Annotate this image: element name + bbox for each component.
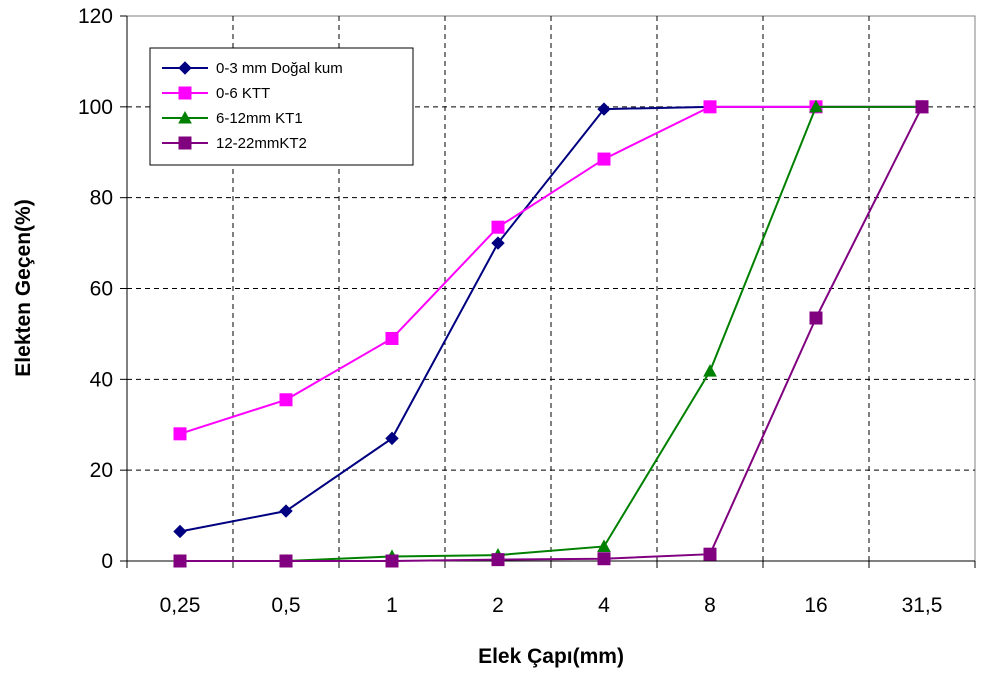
legend-label: 12-22mmKT2: [216, 135, 307, 152]
x-tick-label: 16: [804, 594, 827, 617]
y-tick-label: 40: [90, 368, 113, 391]
data-point: [279, 554, 293, 568]
legend-label: 6-12mm KT1: [216, 110, 303, 127]
legend-marker: [178, 110, 192, 124]
x-tick-label: 31,5: [902, 594, 943, 617]
y-tick-label: 80: [90, 187, 113, 210]
data-point: [597, 102, 611, 116]
data-point: [491, 236, 505, 250]
data-point: [703, 547, 717, 561]
y-tick-label: 120: [78, 5, 113, 28]
legend-marker: [178, 86, 192, 100]
y-tick-label: 60: [90, 278, 113, 301]
x-axis-title: Elek Çapı(mm): [478, 645, 624, 668]
x-tick-label: 1: [386, 594, 398, 617]
series-line: [180, 106, 923, 562]
data-point: [173, 427, 187, 441]
y-tick-label: 0: [101, 550, 113, 573]
axes: 0 20 40 60 80 100 120 0,25 0,5 1 2 4 8 16 31,5: [78, 5, 976, 617]
legend-marker: [178, 136, 192, 150]
legend-label: 0-3 mm Doğal kum: [216, 60, 343, 77]
series-layer: [173, 99, 929, 568]
data-point: [385, 554, 399, 568]
y-tick-label: 100: [78, 96, 113, 119]
legend: 0-3 mm Doğal kum 0-6 KTT 6-12mm KT1 12-22mm…: [149, 47, 414, 166]
x-tick-label: 8: [704, 594, 716, 617]
data-point: [809, 99, 823, 113]
data-point: [491, 553, 505, 567]
data-point: [279, 393, 293, 407]
legend-label: 0-6 KTT: [216, 85, 270, 102]
data-point: [491, 220, 505, 234]
data-point: [915, 100, 929, 114]
data-point: [597, 152, 611, 166]
data-point: [597, 552, 611, 566]
data-point: [173, 554, 187, 568]
data-point: [809, 311, 823, 325]
x-tick-label: 0,25: [160, 594, 201, 617]
x-tick-label: 4: [598, 594, 610, 617]
y-tick-label: 20: [90, 459, 113, 482]
data-point: [173, 524, 187, 539]
y-axis-title: Elekten Geçen(%): [12, 199, 35, 376]
data-point: [279, 504, 293, 518]
data-point: [385, 331, 399, 345]
data-point: [385, 431, 399, 446]
legend-marker: [178, 61, 192, 75]
data-point: [703, 364, 717, 377]
x-tick-label: 2: [492, 594, 504, 617]
data-point: [597, 539, 611, 552]
x-tick-label: 0,5: [271, 594, 300, 617]
data-point: [703, 100, 717, 114]
series-line: [179, 105, 922, 435]
